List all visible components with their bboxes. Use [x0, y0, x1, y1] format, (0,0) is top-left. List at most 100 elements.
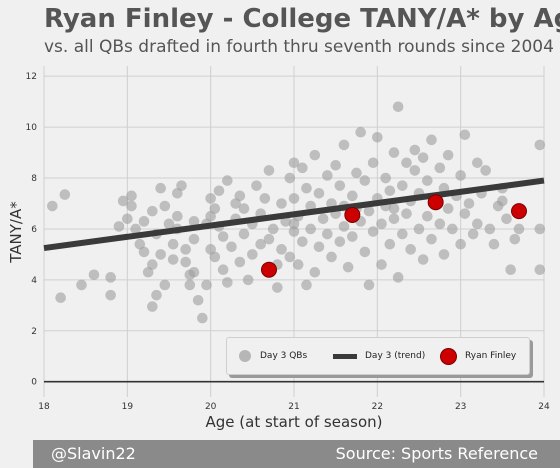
data-point — [163, 218, 175, 230]
data-point — [217, 231, 229, 242]
data-point — [480, 165, 491, 176]
data-point — [255, 238, 266, 250]
data-point — [376, 259, 387, 270]
data-point — [413, 223, 425, 235]
data-point — [205, 193, 216, 204]
data-point — [367, 226, 379, 237]
x-tick-labels: 18 19 20 21 22 23 24 — [38, 402, 550, 412]
y-tick-label: 12 — [26, 72, 37, 82]
trend-line-group — [43, 177, 545, 252]
chart-legend: Day 3 QBs Day 3 (trend) Ryan Finley — [226, 337, 530, 375]
data-point — [117, 195, 129, 207]
data-point — [263, 165, 275, 176]
data-point — [534, 223, 546, 235]
data-point — [338, 139, 350, 151]
legend-marker-red — [440, 347, 457, 365]
data-point — [426, 134, 437, 146]
data-point — [472, 218, 483, 230]
data-point — [180, 256, 191, 268]
data-point — [188, 216, 200, 227]
data-point — [313, 188, 325, 199]
legend-marker-line — [333, 353, 357, 359]
data-point — [409, 165, 421, 176]
data-point — [338, 221, 350, 232]
data-point — [317, 213, 329, 225]
data-point — [384, 238, 396, 250]
data-point — [292, 259, 304, 270]
data-point — [209, 203, 221, 214]
data-point — [322, 228, 333, 240]
data-point — [309, 266, 321, 278]
data-point — [217, 264, 229, 275]
data-point — [509, 233, 521, 245]
data-point — [238, 228, 250, 240]
data-point — [342, 261, 354, 273]
data-point — [267, 223, 279, 235]
data-point — [305, 223, 316, 235]
data-point — [534, 264, 546, 275]
data-point — [355, 126, 366, 138]
y-tick-label: 2 — [31, 327, 37, 337]
data-point — [122, 213, 133, 225]
data-point — [405, 244, 416, 255]
chart-subtitle: vs. all QBs drafted in fourth thru seven… — [44, 37, 554, 57]
data-point — [126, 200, 137, 212]
data-point — [147, 205, 158, 217]
data-point — [276, 198, 287, 209]
data-point — [367, 157, 379, 169]
chart-title: Ryan Finley - College TANY/A* by Age — [44, 4, 560, 34]
data-point — [334, 180, 346, 191]
finley-point — [344, 206, 361, 223]
data-point — [455, 170, 466, 181]
data-point — [488, 238, 500, 250]
data-point — [155, 182, 166, 194]
data-point — [417, 152, 429, 163]
data-point — [288, 226, 300, 237]
data-point — [497, 195, 508, 207]
data-point — [330, 160, 341, 171]
data-point — [263, 233, 275, 245]
trend-line — [43, 177, 545, 252]
data-point — [388, 213, 400, 225]
data-point — [197, 312, 208, 324]
y-axis-label: TANY/A* — [7, 201, 25, 264]
data-point — [180, 244, 191, 255]
x-tick-label: 20 — [205, 402, 217, 412]
y-tick-label: 8 — [31, 174, 37, 184]
data-point — [442, 149, 454, 161]
data-point — [238, 203, 250, 214]
data-point — [434, 162, 446, 174]
legend-label-trend: Day 3 (trend) — [365, 351, 426, 361]
data-point — [359, 246, 371, 258]
data-point — [359, 175, 371, 186]
highlight-points — [261, 194, 527, 278]
legend-item-trend: Day 3 (trend) — [333, 338, 425, 374]
data-point — [159, 200, 171, 212]
data-point — [422, 210, 433, 222]
data-point — [259, 193, 271, 204]
data-point — [201, 279, 212, 291]
x-tick-label: 19 — [122, 402, 134, 412]
x-tick-label: 24 — [538, 402, 550, 412]
data-point — [447, 223, 458, 235]
data-point — [167, 254, 179, 265]
data-point — [297, 162, 308, 174]
data-point — [288, 193, 300, 204]
footer-bar: @Slavin22 Source: Sports Reference — [33, 440, 560, 468]
data-point — [505, 264, 516, 275]
x-axis-label: Age (at start of season) — [206, 413, 383, 431]
data-point — [388, 203, 400, 214]
footer-source: Source: Sports Reference — [335, 444, 538, 463]
data-point — [192, 294, 204, 306]
x-tick-label: 23 — [455, 402, 466, 412]
data-point — [234, 256, 246, 268]
data-point — [422, 175, 433, 186]
data-point — [401, 208, 412, 219]
data-point — [392, 101, 404, 113]
data-point — [459, 208, 471, 219]
data-point — [188, 233, 200, 245]
data-point — [172, 210, 183, 222]
data-point — [397, 180, 408, 191]
data-point — [59, 189, 71, 200]
legend-item-ryan-finley: Ryan Finley — [440, 338, 516, 374]
